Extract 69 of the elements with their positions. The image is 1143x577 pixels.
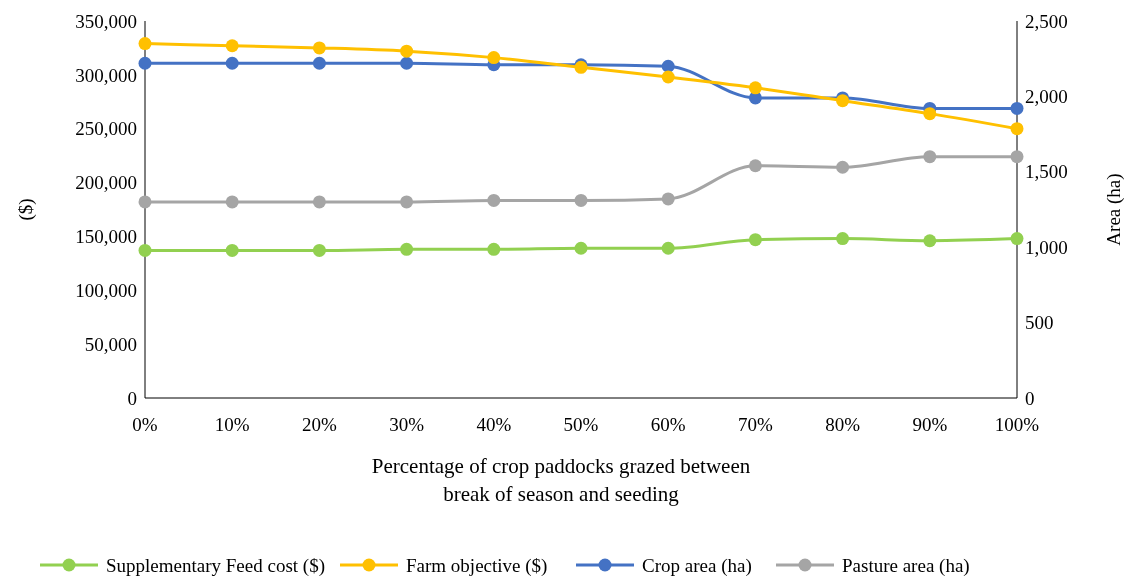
y2-tick-label: 2,000	[1025, 86, 1068, 108]
point	[400, 56, 414, 70]
point	[225, 56, 239, 70]
point	[748, 233, 762, 247]
x-tick-label: 100%	[994, 414, 1040, 435]
y-tick-label: 200,000	[75, 172, 137, 194]
x-tick-label: 60%	[650, 414, 686, 435]
legend-label: Supplementary Feed cost ($)	[106, 554, 325, 577]
y2-tick-label: 0	[1025, 387, 1035, 409]
point	[487, 193, 501, 207]
y-axis-title: ($)	[15, 198, 37, 221]
legend-label: Crop area (ha)	[642, 554, 752, 577]
x-tick-label: 70%	[737, 414, 773, 435]
point	[748, 159, 762, 173]
y-tick-label: 50,000	[84, 333, 137, 355]
x-tick-label: 20%	[301, 414, 337, 435]
y2-tick-label: 500	[1025, 312, 1054, 334]
legend-label: Farm objective ($)	[406, 554, 548, 577]
point	[487, 242, 501, 256]
y2-tick-label: 2,500	[1025, 10, 1068, 32]
y2-tick-label: 1,500	[1025, 161, 1068, 183]
point	[138, 243, 152, 257]
point	[312, 41, 326, 55]
y-tick-label: 350,000	[75, 10, 137, 32]
point	[225, 39, 239, 53]
y2-tick-label: 1,000	[1025, 236, 1068, 258]
point	[1010, 122, 1024, 136]
x-axis-title: Percentage of crop paddocks grazed between break of season and seeding	[371, 454, 751, 506]
y-tick-label: 150,000	[75, 226, 137, 248]
point	[661, 192, 675, 206]
y-tick-label: 0	[127, 387, 137, 409]
point	[923, 107, 937, 121]
point	[400, 44, 414, 58]
point	[138, 37, 152, 51]
x-tick-label: 30%	[389, 414, 425, 435]
point	[661, 59, 675, 73]
y-tick-label: 100,000	[75, 279, 137, 301]
point	[1010, 101, 1024, 115]
point	[225, 195, 239, 209]
point	[312, 56, 326, 70]
x-tick-label: 50%	[563, 414, 599, 435]
x-tick-label: 40%	[476, 414, 512, 435]
point	[661, 70, 675, 84]
point	[487, 51, 501, 65]
point	[312, 195, 326, 209]
point	[923, 150, 937, 164]
point	[748, 81, 762, 95]
legend-label: Pasture area (ha)	[842, 554, 970, 577]
point	[312, 243, 326, 257]
point	[138, 56, 152, 70]
y2-axis-title: Area (ha)	[1103, 173, 1125, 246]
point	[574, 241, 588, 255]
point	[836, 160, 850, 174]
point	[923, 234, 937, 248]
point	[225, 243, 239, 257]
y-tick-label: 300,000	[75, 64, 137, 86]
y-tick-label: 250,000	[75, 118, 137, 140]
x-tick-label: 0%	[132, 414, 158, 435]
x-tick-label: 10%	[214, 414, 250, 435]
x-tick-label: 90%	[912, 414, 948, 435]
point	[836, 232, 850, 246]
point	[1010, 150, 1024, 164]
point	[400, 195, 414, 209]
point	[574, 193, 588, 207]
point	[1010, 232, 1024, 246]
point	[138, 195, 152, 209]
x-tick-label: 80%	[825, 414, 861, 435]
point	[400, 242, 414, 256]
point	[661, 241, 675, 255]
